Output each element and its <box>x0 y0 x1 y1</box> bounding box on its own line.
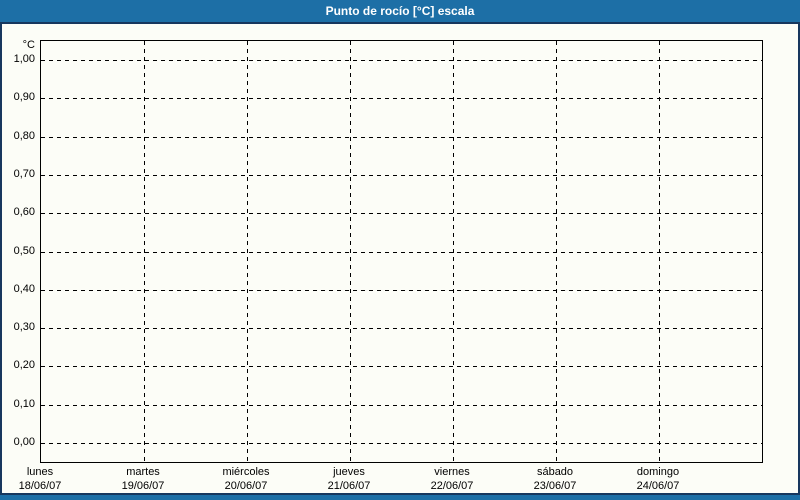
x-tick-day: lunes <box>26 466 54 478</box>
v-gridline <box>247 41 248 462</box>
x-tick-day: miércoles <box>222 466 270 478</box>
h-gridline <box>41 213 762 215</box>
x-tick-label: viernes 22/06/07 <box>404 465 500 493</box>
y-tick-label: 0,60 <box>13 206 35 219</box>
chart-panel: °C 0,00 0,10 0,20 0,30 0,40 0,50 0,60 0,70 0,80 0… <box>0 22 800 495</box>
x-tick-date: 23/06/07 <box>533 480 577 492</box>
chart-title: Punto de rocío [°C] escala <box>325 4 475 18</box>
x-tick-date: 22/06/07 <box>430 480 474 492</box>
x-tick-date: 24/06/07 <box>636 480 680 492</box>
x-tick-label: martes 19/06/07 <box>95 465 191 493</box>
v-gridline <box>556 41 557 462</box>
x-tick-date: 20/06/07 <box>224 480 268 492</box>
h-gridline <box>41 136 762 138</box>
v-gridline <box>144 41 145 462</box>
x-tick-date: 19/06/07 <box>121 480 165 492</box>
v-gridline <box>659 41 660 462</box>
y-tick-label: 0,50 <box>13 244 35 257</box>
h-gridline <box>41 366 762 368</box>
y-tick-label: 0,30 <box>13 321 35 334</box>
v-gridline <box>453 41 454 462</box>
h-gridline <box>41 443 762 444</box>
x-tick-day: domingo <box>636 466 680 478</box>
x-tick-label: lunes 18/06/07 <box>0 465 88 493</box>
x-tick-label: jueves 21/06/07 <box>301 465 397 493</box>
y-tick-label: 0,80 <box>13 129 35 142</box>
x-tick-day: viernes <box>434 466 470 478</box>
y-axis-unit-label: °C <box>22 39 35 51</box>
h-gridline <box>41 174 762 176</box>
h-gridline <box>41 289 762 291</box>
h-gridline <box>41 328 762 330</box>
window-titlebar: Punto de rocío [°C] escala <box>0 0 800 22</box>
h-gridline <box>41 404 762 406</box>
x-tick-date: 21/06/07 <box>327 480 371 492</box>
y-tick-label: 0,10 <box>13 397 35 410</box>
h-gridline <box>41 98 762 100</box>
y-tick-label: 0,70 <box>13 167 35 180</box>
x-tick-day: martes <box>126 466 160 478</box>
v-gridline <box>350 41 351 462</box>
x-tick-label: miércoles 20/06/07 <box>198 465 294 493</box>
x-tick-label: sábado 23/06/07 <box>507 465 603 493</box>
x-tick-day: jueves <box>333 466 365 478</box>
y-tick-label: 0,90 <box>13 91 35 104</box>
x-tick-day: sábado <box>536 466 574 478</box>
y-tick-label: 1,00 <box>13 53 35 65</box>
h-gridline <box>41 251 762 253</box>
plot-area <box>40 40 763 463</box>
y-tick-label: 0,20 <box>13 359 35 372</box>
y-tick-label: 0,00 <box>13 436 35 448</box>
h-gridline <box>41 60 762 61</box>
x-tick-label: domingo 24/06/07 <box>610 465 706 493</box>
y-tick-label: 0,40 <box>13 282 35 295</box>
x-tick-date: 18/06/07 <box>18 480 62 492</box>
